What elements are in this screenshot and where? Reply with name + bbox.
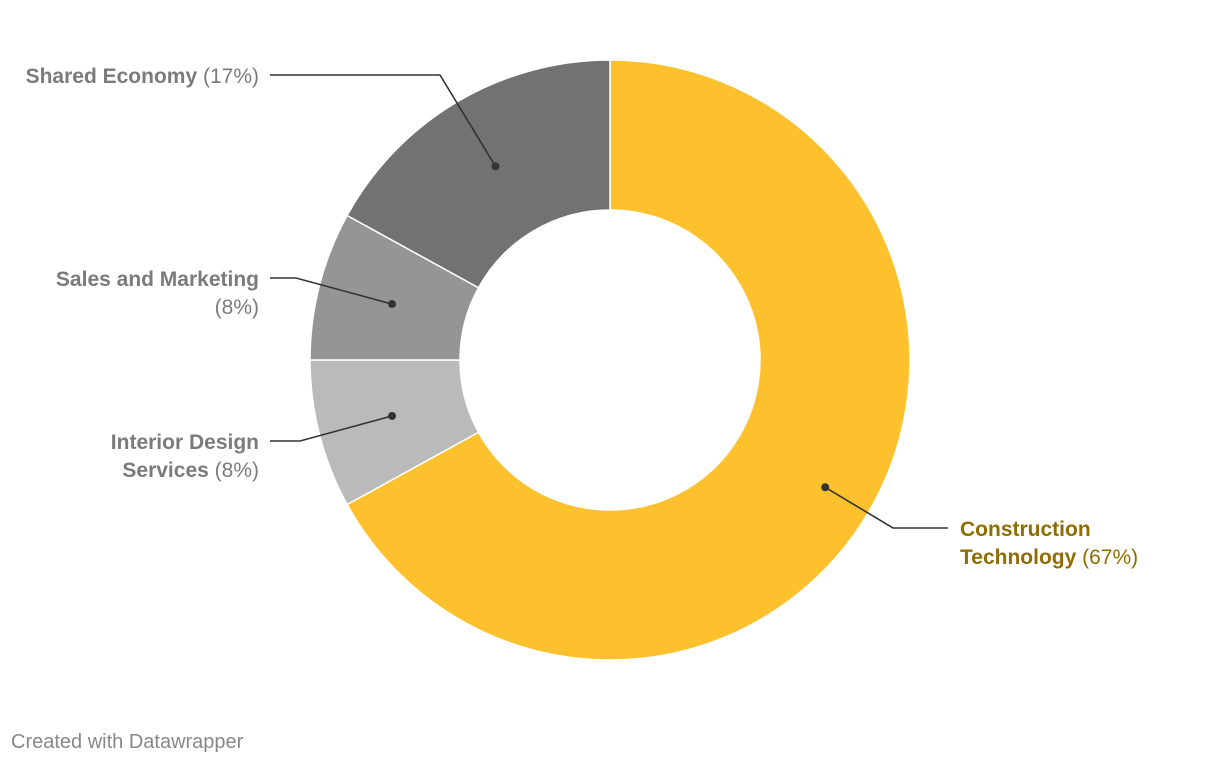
label-pct-interior: (8%) (209, 459, 259, 482)
label-name-construction: Technology (960, 546, 1077, 569)
footer-credit: Created with Datawrapper (11, 731, 244, 753)
slices-group (309, 59, 911, 661)
label-name-construction: Construction (960, 518, 1091, 541)
leader-line-sales (270, 277, 393, 305)
label-construction: Construction Technology (67%) (960, 518, 1138, 569)
leader-lines-group (270, 74, 948, 529)
label-interior: Interior Design Services (8%) (111, 431, 259, 482)
label-name-sales: Sales and Marketing (56, 268, 259, 291)
leader-dot-interior (388, 411, 397, 420)
leader-dot-sales (388, 300, 397, 309)
leader-dot-shared (491, 162, 500, 171)
labels-group: Construction Technology (67%) Interior Des… (26, 65, 1139, 569)
label-pct-shared: (17%) (197, 65, 259, 88)
label-name-interior: Interior Design (111, 431, 259, 454)
label-pct-construction: (67%) (1076, 546, 1138, 569)
label-shared: Shared Economy (17%) (26, 65, 259, 88)
label-name-interior: Services (122, 459, 208, 482)
label-sales: Sales and Marketing (8%) (56, 268, 259, 319)
label-pct-sales: (8%) (215, 296, 259, 319)
leader-line-shared (270, 74, 497, 167)
leader-line-construction (824, 486, 948, 529)
label-name-shared: Shared Economy (26, 65, 198, 88)
leader-dot-construction (821, 483, 830, 492)
slice-construction[interactable] (346, 59, 911, 661)
leader-line-interior (270, 415, 393, 442)
slice-shared[interactable] (346, 59, 611, 289)
